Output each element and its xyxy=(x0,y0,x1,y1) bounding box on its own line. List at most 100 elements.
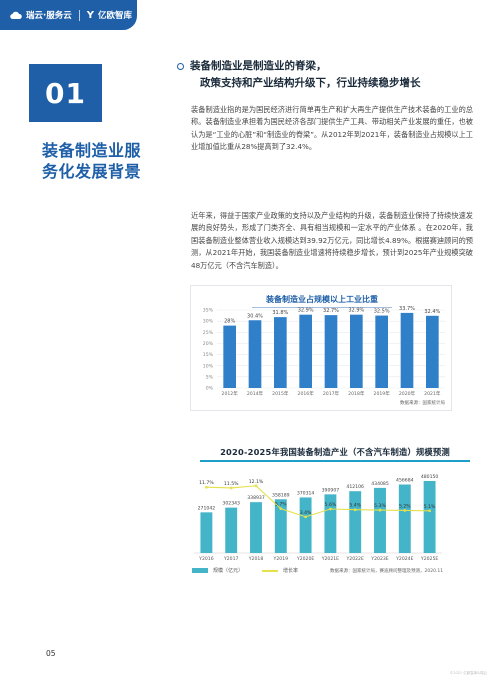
y-tick-label: 0% xyxy=(206,386,214,392)
brand-logo-bar: 瑞云·服务云 Y 亿欧智库 xyxy=(0,0,137,30)
forecast-value-label: 358189 xyxy=(272,492,290,498)
brand-right: 亿欧智库 xyxy=(97,11,132,21)
share-bar xyxy=(223,325,236,388)
x-tick-label: Y2024E xyxy=(395,556,413,562)
y-tick-label: 25% xyxy=(203,330,214,336)
share-bar xyxy=(248,320,262,388)
share-value-label: 31.8% xyxy=(272,310,288,316)
share-value-label: 32.5% xyxy=(374,309,390,315)
growth-point xyxy=(254,484,258,488)
legend-bar-swatch xyxy=(192,568,208,573)
forecast-bar xyxy=(225,507,238,553)
growth-value-label: 5.2% xyxy=(399,503,411,509)
x-tick-label: 2016年 xyxy=(298,390,315,397)
growth-point xyxy=(403,509,407,512)
section-title: 装备制造业服务化发展背景 xyxy=(42,141,142,181)
growth-point xyxy=(428,509,431,513)
brand-divider xyxy=(78,9,80,21)
share-value-label: 32.4% xyxy=(424,309,440,315)
yiou-logo-icon: Y xyxy=(86,9,94,21)
x-tick-label: Y2018 xyxy=(248,556,264,562)
share-bar xyxy=(324,315,338,388)
growth-value-label: 11.7% xyxy=(199,480,214,486)
growth-rate-line xyxy=(206,485,430,518)
x-tick-label: Y2023E xyxy=(370,556,388,562)
footnote: ©2021 亿欧智库&瑞云 xyxy=(449,671,487,675)
chart-forecast-underline xyxy=(200,460,470,462)
body-paragraph-2: 近年来，得益于国家产业政策的支持以及产业结构的升级，装备制造业保持了持续快速发展… xyxy=(191,211,473,270)
x-tick-label: 2015年 xyxy=(272,390,289,397)
growth-point xyxy=(329,507,332,511)
chart-share-title: 装备制造业占规模以上工业比重 xyxy=(191,294,453,308)
share-bar xyxy=(375,315,388,388)
forecast-value-label: 302343 xyxy=(222,501,240,507)
legend-line-swatch xyxy=(262,569,279,572)
y-tick-label: 20% xyxy=(203,341,214,347)
chart-forecast-legend: 规模（亿元） 增长率 xyxy=(192,567,298,574)
legend-bar-label: 规模（亿元） xyxy=(213,568,244,574)
growth-value-label: 12.1% xyxy=(249,479,264,485)
body-paragraph-1: 装备制造业指的是为国民经济进行简单再生产和扩大再生产提供生产技术装备的工业的总称… xyxy=(191,105,473,152)
growth-point xyxy=(353,508,357,512)
forecast-value-label: 370314 xyxy=(297,490,315,496)
forecast-bar xyxy=(299,497,312,553)
growth-value-label: 5.1% xyxy=(424,504,436,510)
forecast-value-label: 390907 xyxy=(322,487,340,493)
x-tick-label: Y2017 xyxy=(223,556,239,562)
forecast-value-label: 434085 xyxy=(371,481,389,487)
forecast-value-label: 456684 xyxy=(396,477,414,483)
chart-forecast-plot: 271042 Y2016 302343 Y2017 338937 Y2018 358189 Y… xyxy=(194,474,442,562)
forecast-bar xyxy=(423,480,436,553)
chart-forecast-source: 数据来源：国家统计局，赛迪顾问整理及预测，2020.11 xyxy=(330,569,444,574)
growth-point xyxy=(229,486,233,490)
y-tick-label: 30% xyxy=(203,319,214,325)
share-bar xyxy=(299,314,312,388)
chart-share-source: 数据来源：国家统计局 xyxy=(400,401,445,406)
growth-value-label: 5.7% xyxy=(275,502,287,508)
bullet-circle-icon xyxy=(177,63,184,70)
share-value-label: 28% xyxy=(224,319,235,325)
forecast-bar xyxy=(274,499,287,553)
brand-left: 瑞云·服务云 xyxy=(26,11,72,21)
x-tick-label: Y2022E xyxy=(345,556,363,562)
y-tick-label: 35% xyxy=(203,308,214,314)
x-tick-label: Y2016 xyxy=(198,556,214,562)
x-tick-label: Y2025E xyxy=(420,556,438,562)
chart-share-frame: 装备制造业占规模以上工业比重 0% 5% 10% 15% 20% 25% 30% 35% 28%… xyxy=(190,285,452,411)
section-number: 01 xyxy=(29,64,102,122)
share-bar xyxy=(400,312,414,388)
forecast-bar xyxy=(398,484,411,553)
growth-point xyxy=(378,508,382,512)
x-tick-label: 2018年 xyxy=(348,390,365,397)
chart-forecast-title: 2020-2025年我国装备制造产业（不含汽车制造）规模预测 xyxy=(220,447,450,457)
share-bar xyxy=(426,315,439,388)
growth-point xyxy=(304,515,307,519)
headline: 装备制造业是制造业的脊梁， 政策支持和产业结构升级下，行业持续稳步增长 xyxy=(177,58,490,92)
x-tick-label: 2014年 xyxy=(247,390,264,397)
x-tick-label: 2021年 xyxy=(424,390,441,397)
headline-line-1: 装备制造业是制造业的脊梁， xyxy=(190,60,327,72)
growth-value-label: 5.4% xyxy=(349,503,361,509)
forecast-value-label: 338937 xyxy=(247,495,265,501)
y-tick-label: 15% xyxy=(203,352,214,358)
share-value-label: 30.4% xyxy=(247,313,263,319)
growth-point xyxy=(279,507,283,511)
share-value-label: 32.9% xyxy=(348,308,364,314)
x-tick-label: Y2019 xyxy=(273,556,289,562)
x-tick-label: 2012年 xyxy=(222,390,239,397)
forecast-bar xyxy=(349,491,362,553)
x-tick-label: Y2020E xyxy=(296,556,314,562)
growth-value-label: 5.6% xyxy=(325,502,337,508)
y-tick-label: 10% xyxy=(203,363,214,369)
headline-line-2: 政策支持和产业结构升级下，行业持续稳步增长 xyxy=(200,77,421,89)
growth-value-label: 5.3% xyxy=(374,503,386,509)
growth-value-label: 11.5% xyxy=(224,481,239,487)
growth-point xyxy=(205,485,208,489)
share-bar xyxy=(350,314,363,388)
cloud-icon xyxy=(10,11,22,19)
forecast-bar xyxy=(324,494,337,553)
x-tick-label: Y2021E xyxy=(321,556,339,562)
forecast-bar xyxy=(374,487,386,553)
share-value-label: 32.9% xyxy=(298,308,314,314)
page-number: 05 xyxy=(46,649,56,658)
